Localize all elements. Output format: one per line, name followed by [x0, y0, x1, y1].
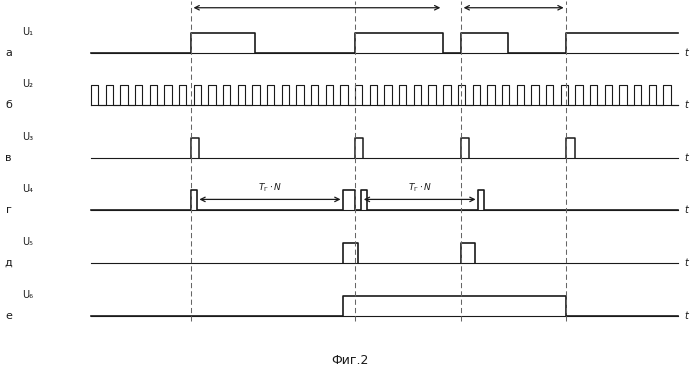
Text: е: е	[5, 311, 12, 321]
Text: $T_{\Gamma}\cdot N$: $T_{\Gamma}\cdot N$	[408, 182, 432, 194]
Text: t: t	[684, 153, 688, 163]
Text: t: t	[684, 258, 688, 268]
Text: U₅: U₅	[22, 237, 33, 247]
Text: в: в	[6, 153, 12, 163]
Text: $T_{op}>T_{\Gamma}\cdot(N+1)$: $T_{op}>T_{\Gamma}\cdot(N+1)$	[281, 0, 353, 3]
Text: а: а	[5, 48, 12, 58]
Text: $T_{op}<T_{\Gamma}\cdot(N+1)$: $T_{op}<T_{\Gamma}\cdot(N+1)$	[477, 0, 549, 3]
Text: t: t	[684, 206, 688, 216]
Text: U₆: U₆	[22, 289, 33, 299]
Text: t: t	[684, 100, 688, 110]
Text: t: t	[684, 48, 688, 58]
Text: б: б	[5, 100, 12, 110]
Text: U₁: U₁	[22, 27, 33, 37]
Text: t: t	[684, 311, 688, 321]
Text: Фиг.2: Фиг.2	[331, 354, 368, 367]
Text: U₂: U₂	[22, 79, 33, 89]
Text: $T_{\Gamma}\cdot N$: $T_{\Gamma}\cdot N$	[258, 182, 282, 194]
Text: U₄: U₄	[22, 184, 33, 194]
Text: U₃: U₃	[22, 132, 33, 142]
Text: д: д	[4, 258, 12, 268]
Text: г: г	[6, 206, 12, 216]
